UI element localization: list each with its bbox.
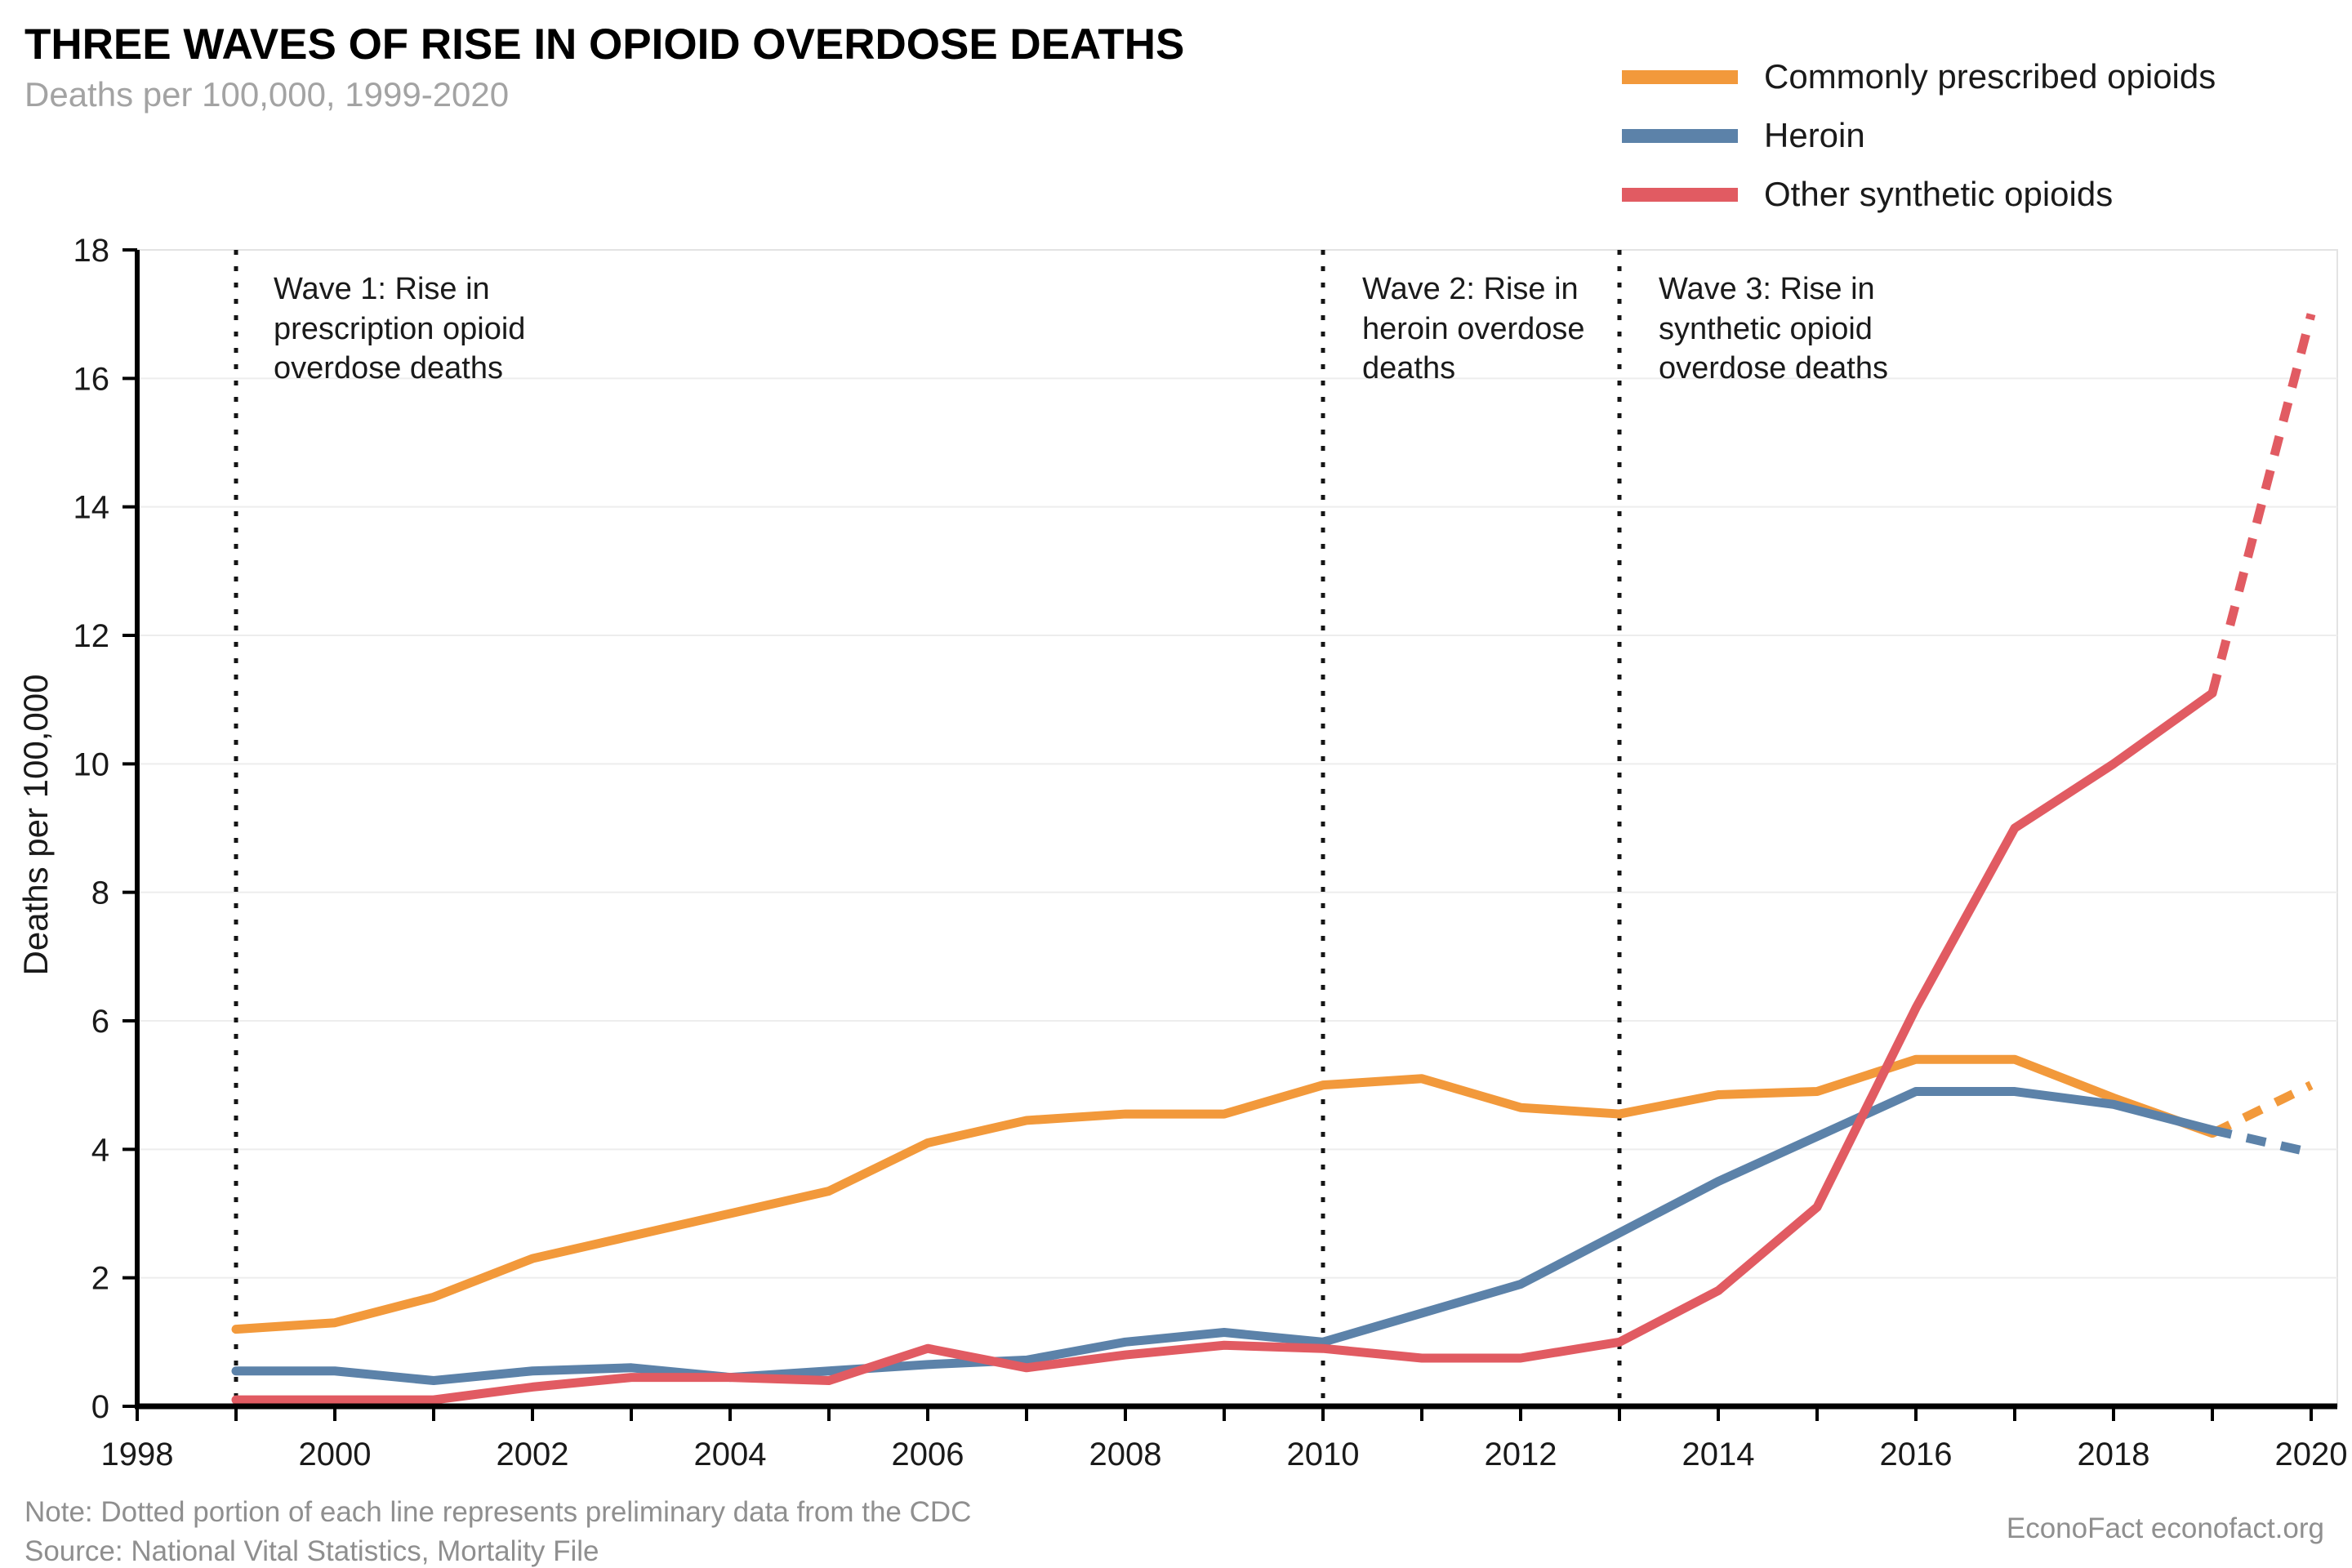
footer-source: Source: National Vital Statistics, Morta… bbox=[24, 1535, 599, 1567]
x-tick-label-2018: 2018 bbox=[2078, 1437, 2150, 1472]
series-line-1 bbox=[231, 1087, 2217, 1386]
legend-swatch bbox=[1622, 128, 1738, 143]
x-tick-label-2008: 2008 bbox=[1089, 1437, 1162, 1472]
x-tick-label-2004: 2004 bbox=[694, 1437, 767, 1472]
y-tick-label-2: 2 bbox=[91, 1261, 109, 1297]
plot-frame bbox=[136, 249, 2338, 1407]
x-tick-label-2000: 2000 bbox=[299, 1437, 372, 1472]
legend-item-0: Commonly prescribed opioids bbox=[1622, 47, 2216, 106]
x-tick-label-1998: 1998 bbox=[101, 1437, 174, 1472]
y-axis-label: Deaths per 100,000 bbox=[16, 674, 55, 976]
chart-title: THREE WAVES OF RISE IN OPIOID OVERDOSE D… bbox=[24, 20, 1185, 69]
chart-subtitle: Deaths per 100,000, 1999-2020 bbox=[24, 75, 510, 114]
y-tick-label-0: 0 bbox=[91, 1389, 109, 1425]
legend-item-1: Heroin bbox=[1622, 106, 2216, 165]
footer-credit: EconoFact econofact.org bbox=[2006, 1512, 2324, 1544]
x-tick-label-2002: 2002 bbox=[497, 1437, 569, 1472]
x-tick-label-2020: 2020 bbox=[2275, 1437, 2348, 1472]
y-tick-label-10: 10 bbox=[74, 746, 110, 782]
y-tick-label-14: 14 bbox=[74, 490, 110, 526]
x-tick-label-2010: 2010 bbox=[1287, 1437, 1360, 1472]
legend-label: Commonly prescribed opioids bbox=[1764, 57, 2216, 96]
y-tick-label-16: 16 bbox=[74, 361, 110, 397]
footer-note: Note: Dotted portion of each line repres… bbox=[24, 1496, 972, 1528]
series-line-2 bbox=[231, 688, 2217, 1405]
legend: Commonly prescribed opioids Heroin Other s… bbox=[1622, 47, 2216, 224]
x-tick-label-2012: 2012 bbox=[1485, 1437, 1557, 1472]
x-tick-label-2006: 2006 bbox=[892, 1437, 964, 1472]
wave-1-annotation: Wave 1: Rise in prescription opioid over… bbox=[274, 272, 526, 386]
x-tick-label-2014: 2014 bbox=[1682, 1437, 1755, 1472]
y-tick-label-4: 4 bbox=[91, 1132, 109, 1168]
series-line-2-preliminary-dotted bbox=[2207, 313, 2316, 695]
wave-2-annotation: Wave 2: Rise in heroin overdose deaths bbox=[1362, 272, 1585, 386]
legend-label: Other synthetic opioids bbox=[1764, 175, 2114, 213]
legend-item-2: Other synthetic opioids bbox=[1622, 165, 2216, 224]
y-tick-label-18: 18 bbox=[74, 233, 110, 269]
x-tick-label-2016: 2016 bbox=[1880, 1437, 1953, 1472]
series-line-0-preliminary-dotted bbox=[2210, 1080, 2314, 1138]
y-tick-label-6: 6 bbox=[91, 1004, 109, 1040]
y-tick-label-12: 12 bbox=[74, 618, 110, 654]
wave-3-annotation: Wave 3: Rise in synthetic opioid overdos… bbox=[1659, 272, 1888, 386]
legend-swatch bbox=[1622, 69, 1738, 84]
y-tick-label-8: 8 bbox=[91, 875, 109, 911]
legend-label: Heroin bbox=[1764, 116, 1865, 154]
series-line-1-preliminary-dotted bbox=[2211, 1125, 2313, 1157]
legend-swatch bbox=[1622, 187, 1738, 202]
